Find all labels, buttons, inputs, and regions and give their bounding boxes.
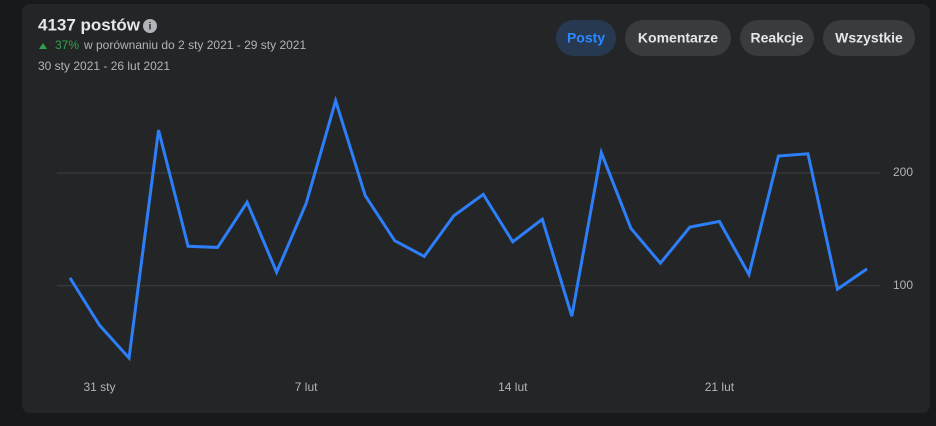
line-series [68,95,868,362]
tab-label[interactable]: Komentarze [638,30,718,46]
info-icon-glyph: i [149,22,152,33]
x-tick-label: 21 lut [705,380,735,394]
card [22,4,930,413]
x-tick-label: 7 lut [295,380,318,394]
tab-label[interactable]: Posty [567,30,605,46]
info-icon[interactable] [143,19,157,33]
y-tick-label: 100 [893,278,913,292]
tab-button[interactable] [823,20,915,56]
y-tick-label: 200 [893,165,913,179]
x-tick-label: 14 lut [498,380,528,394]
change: 37% [55,38,79,52]
tab-label[interactable]: Wszystkie [835,30,903,46]
tab-button[interactable] [556,20,616,56]
tab-button[interactable] [740,20,814,56]
up-arrow [39,43,47,49]
tab-button[interactable] [625,20,731,56]
tab-label[interactable]: Reakcje [751,30,804,46]
title: 4137 postów [38,15,141,34]
x-tick-label: 31 sty [84,380,116,394]
subtitle: 30 sty 2021 - 26 lut 2021 [38,59,170,73]
comparison: w porównaniu do 2 sty 2021 - 29 sty 2021 [83,38,306,52]
